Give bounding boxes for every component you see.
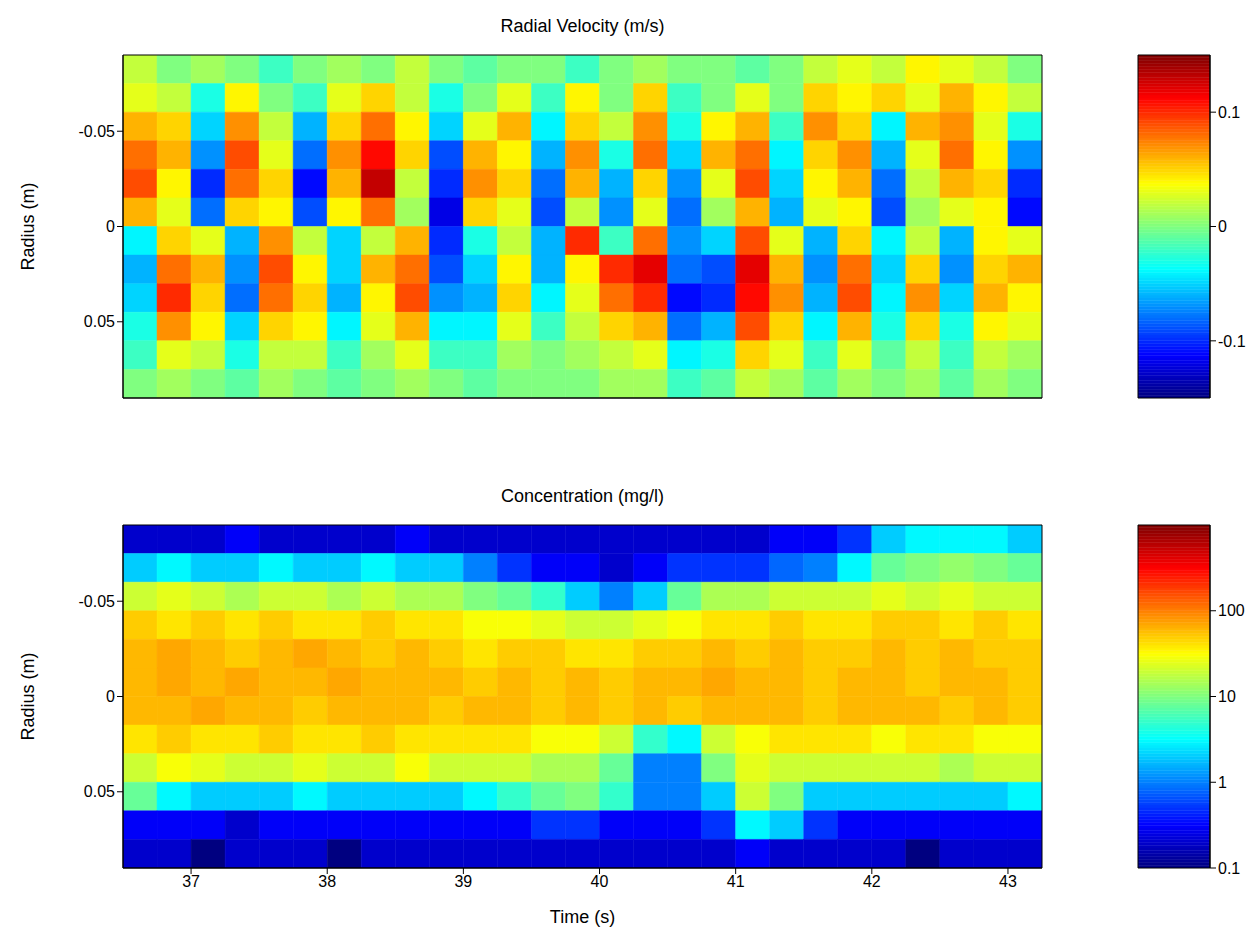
svg-text:-0.05: -0.05 (79, 593, 116, 610)
svg-text:0.05: 0.05 (84, 313, 115, 330)
html-text:Concentration (mg/l): Concentration (mg/l) (501, 486, 664, 506)
svg-text:Time (s): Time (s) (550, 907, 615, 927)
svg-text:43: 43 (999, 873, 1017, 890)
svg-text:Radius (m): Radius (m) (18, 652, 38, 740)
svg-text:37: 37 (182, 873, 200, 890)
svg-text:38: 38 (318, 873, 336, 890)
svg-text:40: 40 (591, 873, 609, 890)
svg-text:1: 1 (1218, 774, 1227, 791)
svg-text:42: 42 (863, 873, 881, 890)
svg-text:0.1: 0.1 (1218, 860, 1240, 877)
svg-text:39: 39 (454, 873, 472, 890)
svg-text:0.1: 0.1 (1218, 104, 1240, 121)
svg-text:0: 0 (106, 218, 115, 235)
svg-text:-0.05: -0.05 (79, 123, 116, 140)
html-text:Radial Velocity (m/s): Radial Velocity (m/s) (500, 16, 665, 36)
svg-text:Radius (m): Radius (m) (18, 182, 38, 270)
svg-text:41: 41 (727, 873, 745, 890)
svg-text:100: 100 (1218, 602, 1245, 619)
svg-text:-0.1: -0.1 (1218, 333, 1246, 350)
svg-text:0: 0 (106, 688, 115, 705)
svg-text:0.05: 0.05 (84, 783, 115, 800)
svg-text:0: 0 (1218, 218, 1227, 235)
svg-text:10: 10 (1218, 688, 1236, 705)
